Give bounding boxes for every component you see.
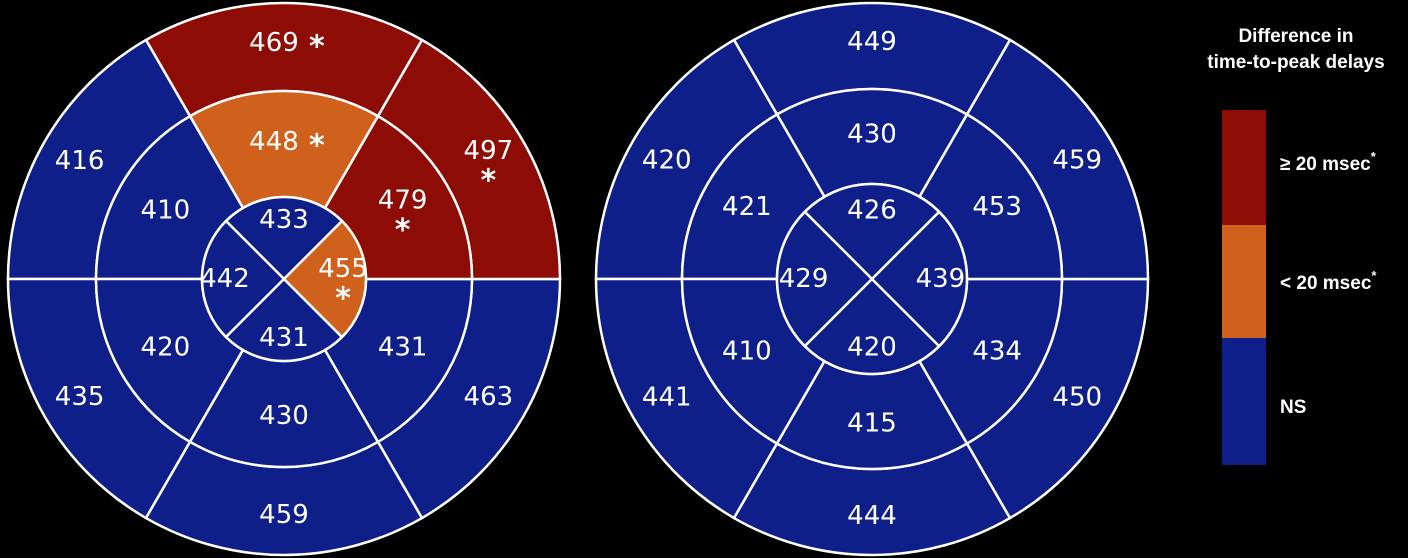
right-bullseye-apical-septal-value: 429 — [779, 264, 829, 294]
legend-title-line2: time-to-peak delays — [1207, 52, 1384, 73]
left-bullseye-mid-anterior-value: 448 — [249, 127, 299, 157]
right-bullseye-basal-inferior-value: 444 — [847, 501, 897, 531]
right-bullseye-apical-inferior-segment — [803, 277, 941, 376]
left-bullseye-apical-inferior-value: 431 — [259, 323, 309, 353]
legend-label-ns: NS — [1280, 397, 1306, 418]
legend-swatch-ns — [1222, 338, 1266, 465]
right-bullseye-basal-inferolateral-value: 450 — [1052, 383, 1102, 413]
left-bullseye-basal-inferoseptal-value: 435 — [55, 382, 105, 412]
right-bullseye-basal-anterior-value: 449 — [847, 27, 897, 57]
left-bullseye-mid-anterior-significance-star: * — [309, 129, 325, 164]
left-bullseye-basal-anterolateral-significance-star: * — [481, 164, 497, 199]
left-bullseye-apical-lateral-value: 455 — [318, 254, 368, 284]
left-bullseye-basal-inferior-value: 459 — [259, 500, 309, 530]
right-bullseye-apical-anterior-segment — [803, 182, 941, 281]
left-bullseye-apical-anterior-value: 433 — [259, 205, 309, 235]
right-bullseye-apical-septal-segment — [775, 210, 874, 348]
left-bullseye-mid-anteroseptal-value: 410 — [141, 196, 191, 226]
right-bullseye-mid-anterior-value: 430 — [847, 120, 897, 150]
left-bullseye-basal-anteroseptal-value: 416 — [55, 146, 105, 176]
legend-label-lt20: < 20 msec* — [1280, 268, 1377, 294]
left-bullseye-mid-inferoseptal-value: 420 — [141, 333, 191, 363]
right-bullseye-apical-inferior-value: 420 — [847, 332, 897, 362]
left-bullseye-apical-lateral-segment — [282, 219, 368, 339]
right-bullseye: 449 420 441 444 450 459 430 421 410 415 434 453 426 4… — [594, 1, 1150, 557]
right-bullseye-basal-anteroseptal-value: 420 — [642, 146, 692, 176]
right-bullseye-apical-lateral-segment — [870, 210, 969, 348]
legend: Difference in time-to-peak delays ≥ 20 m… — [1207, 26, 1385, 465]
left-bullseye-mid-anterolateral-value: 479 — [378, 186, 428, 216]
left-bullseye-mid-anterolateral-significance-star: * — [395, 213, 411, 248]
right-bullseye-apical-anterior-value: 426 — [847, 196, 897, 226]
right-bullseye-mid-anteroseptal-value: 421 — [722, 192, 772, 222]
right-bullseye-basal-anterolateral-value: 459 — [1052, 146, 1102, 176]
left-bullseye-mid-inferolateral-value: 431 — [378, 333, 428, 363]
left-bullseye-apical-inferior-segment — [224, 277, 344, 363]
left-bullseye-apical-anterior-segment — [224, 195, 344, 281]
left-bullseye-basal-anterior-significance-star: * — [309, 30, 325, 65]
left-bullseye-basal-inferolateral-value: 463 — [464, 382, 514, 412]
left-bullseye-basal-anterolateral-value: 497 — [464, 136, 514, 166]
right-bullseye-mid-inferoseptal-value: 410 — [722, 336, 772, 366]
legend-swatch-ge20 — [1222, 110, 1266, 225]
left-bullseye-apical-septal-segment — [200, 219, 286, 339]
right-bullseye-basal-inferoseptal-value: 441 — [642, 383, 692, 413]
right-bullseye-mid-inferior-value: 415 — [847, 409, 897, 439]
left-bullseye-apical-septal-value: 442 — [200, 264, 250, 294]
left-bullseye-basal-anterior-value: 469 — [249, 28, 299, 58]
left-bullseye-apical-lateral-significance-star: * — [335, 282, 351, 317]
right-bullseye-apical-lateral-value: 439 — [916, 264, 966, 294]
legend-title-line1: Difference in — [1238, 26, 1353, 47]
right-bullseye-mid-inferolateral-value: 434 — [972, 336, 1022, 366]
right-bullseye-mid-anterolateral-value: 453 — [972, 192, 1022, 222]
legend-swatch-lt20 — [1222, 225, 1266, 338]
legend-label-ge20: ≥ 20 msec* — [1280, 149, 1377, 175]
left-bullseye-mid-inferior-value: 430 — [259, 401, 309, 431]
